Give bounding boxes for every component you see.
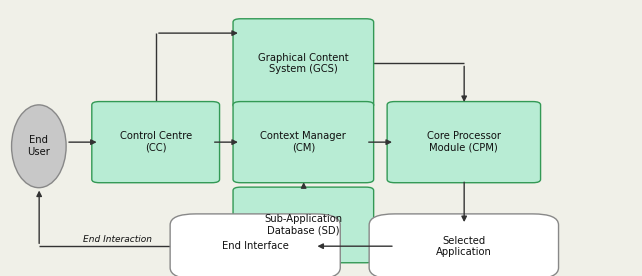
- FancyBboxPatch shape: [92, 102, 220, 183]
- Ellipse shape: [12, 105, 66, 188]
- Text: Control Centre
(CC): Control Centre (CC): [119, 131, 192, 153]
- Text: Graphical Content
System (GCS): Graphical Content System (GCS): [258, 53, 349, 74]
- FancyBboxPatch shape: [233, 19, 374, 108]
- Text: End Interface: End Interface: [221, 241, 289, 251]
- FancyBboxPatch shape: [170, 214, 340, 276]
- FancyBboxPatch shape: [369, 214, 559, 276]
- Text: Context Manager
(CM): Context Manager (CM): [261, 131, 346, 153]
- Text: Core Processor
Module (CPM): Core Processor Module (CPM): [427, 131, 501, 153]
- FancyBboxPatch shape: [387, 102, 541, 183]
- FancyBboxPatch shape: [233, 102, 374, 183]
- Text: Sub-Application
Database (SD): Sub-Application Database (SD): [265, 214, 342, 236]
- Text: End Interaction: End Interaction: [83, 235, 152, 244]
- Text: End
User: End User: [28, 136, 50, 157]
- FancyBboxPatch shape: [233, 187, 374, 263]
- Text: Selected
Application: Selected Application: [436, 235, 492, 257]
